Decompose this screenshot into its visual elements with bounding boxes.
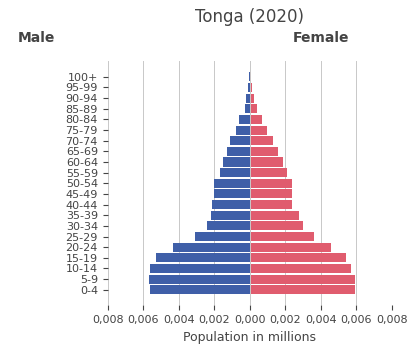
Bar	[250, 243, 332, 252]
Bar	[223, 157, 250, 166]
X-axis label: Population in millions: Population in millions	[183, 331, 316, 344]
Bar	[227, 147, 250, 156]
Bar	[195, 232, 250, 241]
Bar	[250, 189, 292, 199]
Bar	[250, 232, 314, 241]
Bar	[150, 264, 250, 273]
Bar	[250, 72, 251, 81]
Bar	[250, 94, 254, 103]
Bar	[250, 168, 287, 177]
Bar	[239, 115, 250, 124]
Bar	[250, 211, 300, 220]
Bar	[214, 179, 250, 188]
Bar	[235, 126, 250, 134]
Text: Male: Male	[18, 31, 55, 45]
Bar	[150, 285, 250, 294]
Bar	[149, 275, 250, 284]
Bar	[250, 200, 292, 209]
Bar	[250, 104, 257, 113]
Bar	[245, 104, 250, 113]
Bar	[250, 157, 283, 166]
Bar	[207, 221, 250, 231]
Title: Tonga (2020): Tonga (2020)	[195, 8, 304, 26]
Bar	[250, 115, 262, 124]
Bar	[213, 200, 250, 209]
Bar	[250, 147, 278, 156]
Bar	[250, 264, 351, 273]
Bar	[246, 94, 250, 103]
Bar	[250, 136, 273, 145]
Bar	[173, 243, 250, 252]
Bar	[250, 126, 267, 134]
Bar	[220, 168, 250, 177]
Bar	[249, 72, 250, 81]
Bar	[250, 275, 354, 284]
Bar	[250, 285, 354, 294]
Bar	[230, 136, 250, 145]
Bar	[210, 211, 250, 220]
Bar	[250, 83, 253, 92]
Text: Female: Female	[292, 31, 349, 45]
Bar	[250, 253, 346, 262]
Bar	[250, 179, 292, 188]
Bar	[156, 253, 250, 262]
Bar	[250, 221, 303, 231]
Bar	[248, 83, 250, 92]
Bar	[214, 189, 250, 199]
